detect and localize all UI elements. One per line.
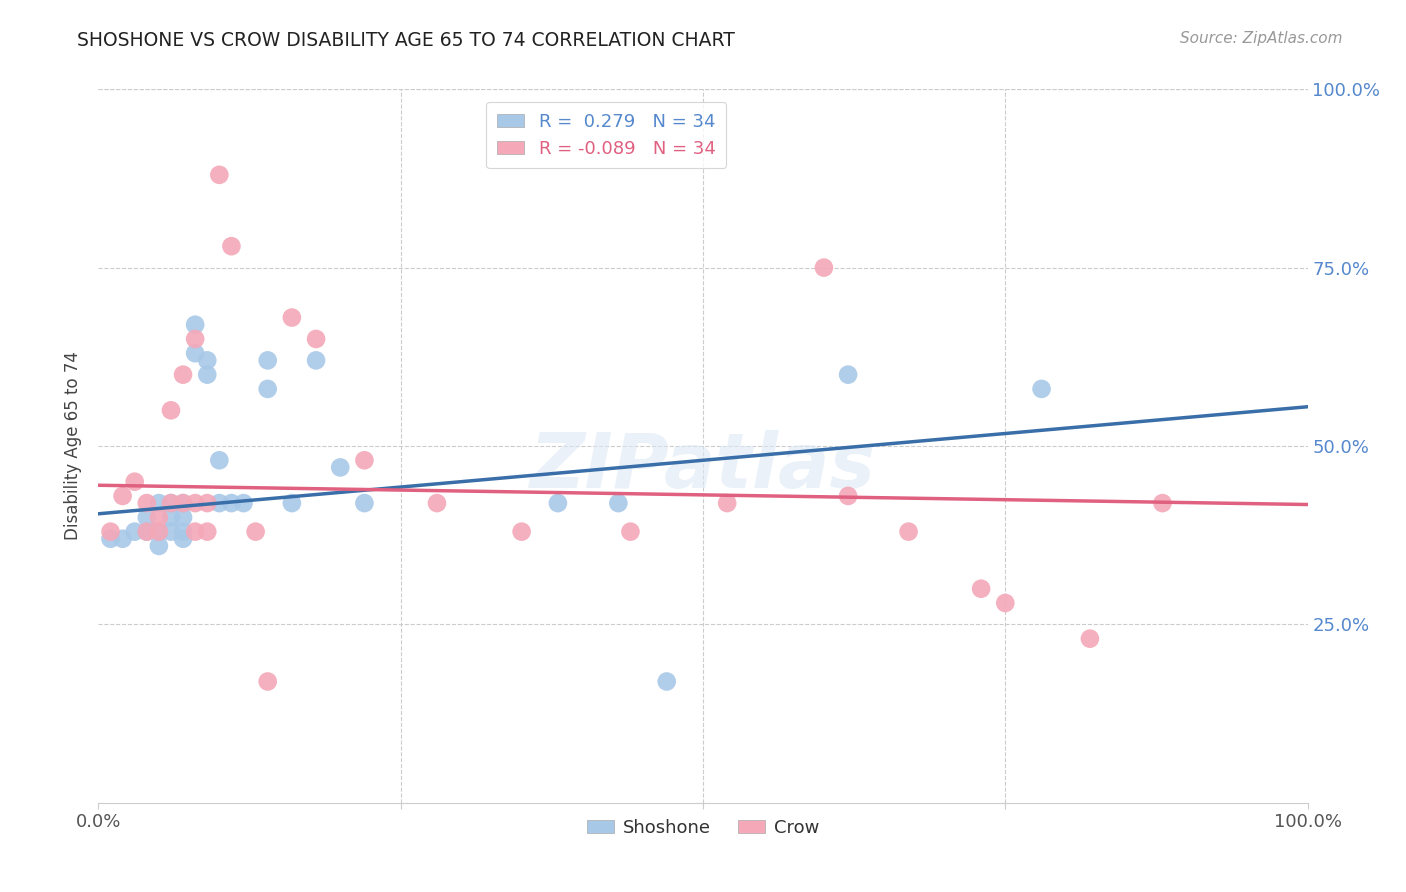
Point [232, 496, 254, 510]
Point [148, 524, 170, 539]
Text: Source: ZipAtlas.com: Source: ZipAtlas.com [1180, 31, 1343, 46]
Point [148, 496, 170, 510]
Point [208, 496, 231, 510]
Point [305, 353, 328, 368]
Point [135, 496, 157, 510]
Point [135, 510, 157, 524]
Point [160, 496, 183, 510]
Point [994, 596, 1017, 610]
Point [426, 496, 449, 510]
Point [970, 582, 993, 596]
Point [897, 524, 920, 539]
Text: ZIPatlas: ZIPatlas [530, 431, 876, 504]
Point [607, 496, 630, 510]
Point [256, 674, 278, 689]
Point [184, 346, 207, 360]
Point [221, 496, 243, 510]
Point [160, 510, 183, 524]
Point [160, 403, 183, 417]
Point [1152, 496, 1174, 510]
Point [160, 496, 183, 510]
Point [160, 524, 183, 539]
Point [221, 239, 243, 253]
Point [1031, 382, 1053, 396]
Point [172, 496, 194, 510]
Y-axis label: Disability Age 65 to 74: Disability Age 65 to 74 [65, 351, 83, 541]
Point [329, 460, 352, 475]
Point [837, 368, 859, 382]
Point [1078, 632, 1101, 646]
Point [184, 318, 207, 332]
Point [281, 310, 304, 325]
Point [281, 496, 304, 510]
Text: SHOSHONE VS CROW DISABILITY AGE 65 TO 74 CORRELATION CHART: SHOSHONE VS CROW DISABILITY AGE 65 TO 74… [77, 31, 735, 50]
Point [124, 475, 146, 489]
Point [172, 532, 194, 546]
Point [135, 524, 157, 539]
Legend: Shoshone, Crow: Shoshone, Crow [579, 812, 827, 844]
Point [148, 510, 170, 524]
Point [716, 496, 738, 510]
Point [195, 524, 218, 539]
Point [135, 524, 157, 539]
Point [148, 539, 170, 553]
Point [124, 524, 146, 539]
Point [256, 353, 278, 368]
Point [619, 524, 641, 539]
Point [837, 489, 859, 503]
Point [353, 453, 375, 467]
Point [655, 674, 678, 689]
Point [305, 332, 328, 346]
Point [245, 524, 267, 539]
Point [184, 524, 207, 539]
Point [111, 532, 134, 546]
Point [256, 382, 278, 396]
Point [172, 510, 194, 524]
Point [195, 368, 218, 382]
Point [172, 524, 194, 539]
Point [195, 353, 218, 368]
Point [111, 489, 134, 503]
Point [353, 496, 375, 510]
Point [208, 453, 231, 467]
Point [148, 524, 170, 539]
Point [208, 168, 231, 182]
Point [547, 496, 569, 510]
Point [100, 532, 122, 546]
Point [510, 524, 533, 539]
Point [195, 496, 218, 510]
Point [172, 496, 194, 510]
Point [184, 332, 207, 346]
Point [172, 368, 194, 382]
Point [100, 524, 122, 539]
Point [813, 260, 835, 275]
Point [184, 496, 207, 510]
